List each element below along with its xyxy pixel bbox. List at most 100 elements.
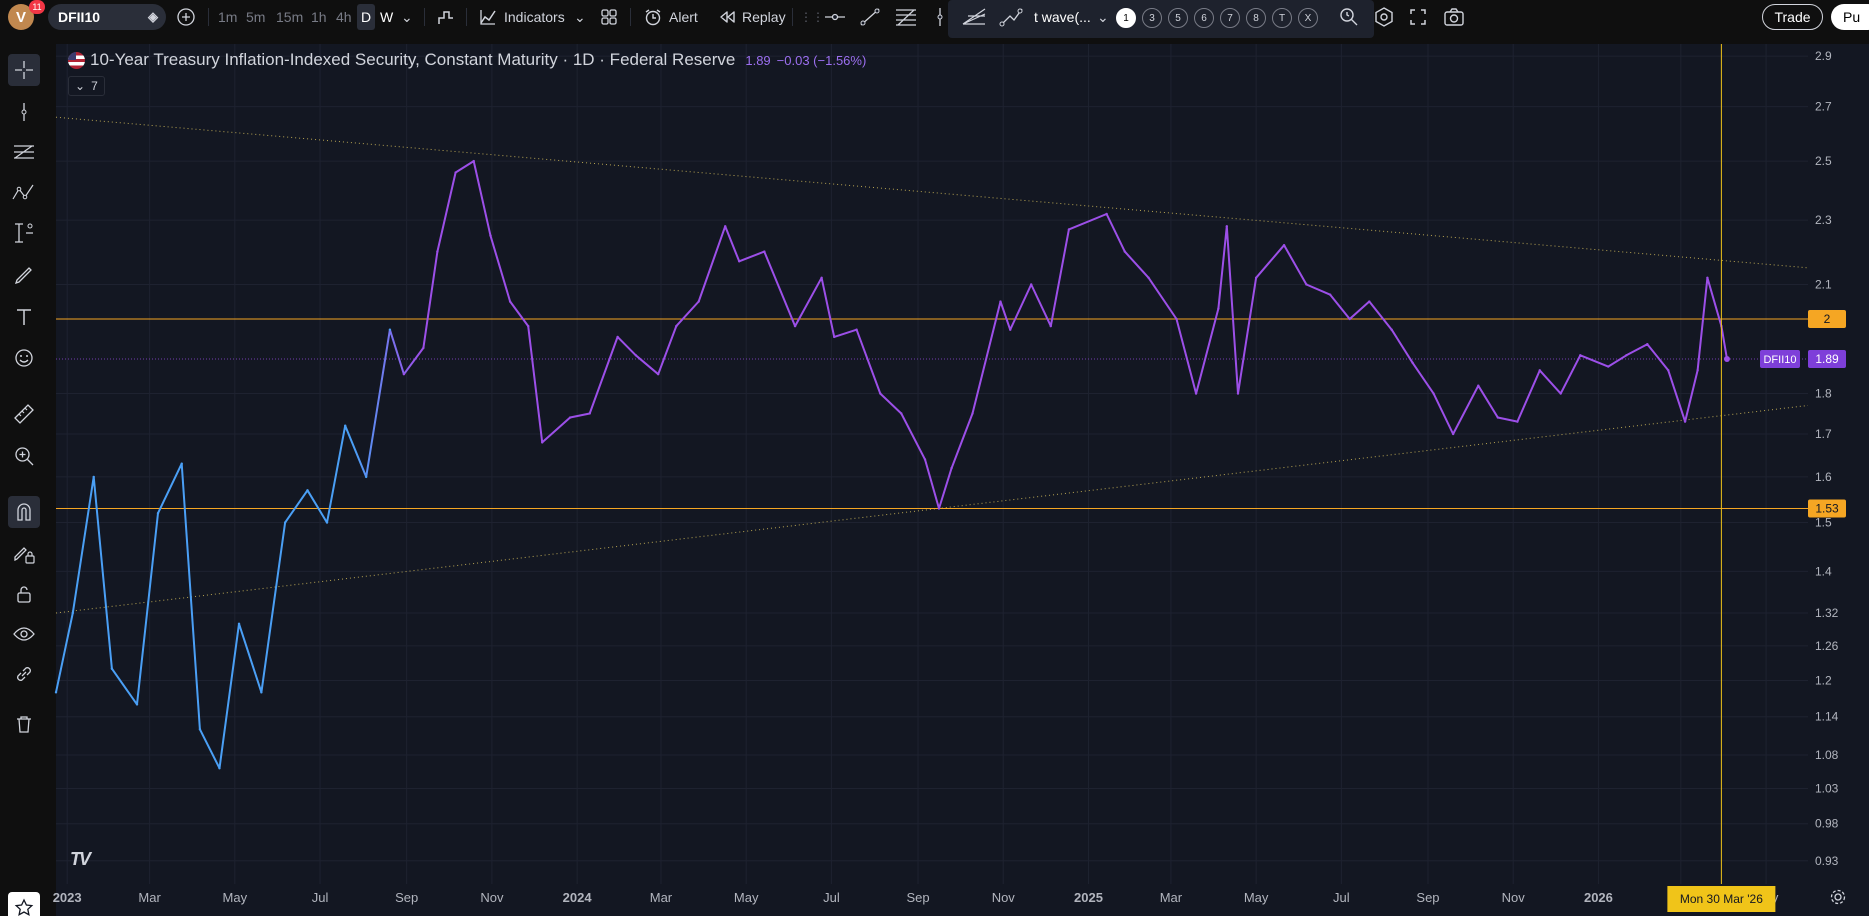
- zoom-tool[interactable]: [8, 440, 40, 472]
- trend-line-left-tool[interactable]: [8, 96, 40, 128]
- wave-level-5[interactable]: 5: [1168, 8, 1188, 28]
- magnet-mode-toggle[interactable]: [8, 496, 40, 528]
- series-point: [1225, 225, 1228, 228]
- quick-search-button[interactable]: [1338, 4, 1360, 30]
- series-point: [999, 300, 1002, 303]
- text-tool[interactable]: [8, 301, 40, 333]
- symbol-search-button[interactable]: DFII10 ◈: [48, 4, 166, 30]
- timeframe-dropdown-chevron-icon[interactable]: ⌄: [401, 8, 413, 25]
- trendlines[interactable]: [55, 116, 1809, 614]
- drag-handle-icon[interactable]: ⋮⋮: [800, 10, 824, 24]
- favorites-button[interactable]: [8, 892, 40, 916]
- series-point: [763, 250, 766, 253]
- horizontal-ray-tool[interactable]: [823, 4, 847, 30]
- chart-type-button[interactable]: [436, 4, 456, 30]
- timeframe-4h[interactable]: 4h: [336, 9, 352, 25]
- camera-icon: [1444, 8, 1464, 26]
- axis-settings-button[interactable]: [1829, 888, 1847, 911]
- tradingview-logo[interactable]: TV: [70, 849, 91, 869]
- alert-label: Alert: [669, 9, 698, 25]
- series-last-value: 1.89: [745, 52, 771, 68]
- timeframe-1h[interactable]: 1h: [311, 9, 327, 25]
- wave-level-1[interactable]: 1: [1116, 8, 1136, 28]
- wave-level-6[interactable]: 6: [1194, 8, 1214, 28]
- fullscreen-button[interactable]: [1408, 4, 1428, 30]
- timeframe-15m[interactable]: 15m: [276, 9, 304, 25]
- template-dropdown-chevron-icon[interactable]: ⌄: [1097, 8, 1109, 25]
- series-point: [306, 489, 309, 492]
- drawing-template-label[interactable]: t wave(...: [1034, 9, 1091, 25]
- grid-layout-icon: [601, 9, 617, 25]
- series-point: [344, 424, 347, 427]
- search-zoom-icon: [1340, 8, 1358, 26]
- series-point: [1683, 420, 1687, 423]
- series-point: [1105, 212, 1108, 216]
- indicators-button[interactable]: Indicators: [478, 4, 565, 30]
- settings-button[interactable]: [1373, 4, 1395, 30]
- timeframe-5m[interactable]: 5m: [246, 9, 266, 25]
- wave-level-3[interactable]: 3: [1142, 8, 1162, 28]
- chart-pane[interactable]: [56, 44, 1869, 916]
- alert-button[interactable]: Alert: [643, 4, 698, 30]
- replay-button[interactable]: Replay: [718, 4, 786, 30]
- series-point: [1706, 276, 1709, 279]
- indicators-collapse-button[interactable]: ⌄ 7: [68, 76, 105, 96]
- link-icon: [17, 667, 31, 681]
- crosshair-tool[interactable]: [8, 54, 40, 86]
- time-tick-label: 2024: [563, 890, 593, 905]
- wave-level-8[interactable]: 8: [1246, 8, 1266, 28]
- time-axis[interactable]: 2023 Mar May Jul Sep Nov 2024 Mar May Jul Sep Nov 20…: [53, 884, 1869, 916]
- pitchfork-tool[interactable]: [960, 4, 988, 30]
- horizontal-levels[interactable]: [56, 318, 1808, 510]
- vertical-line-tool[interactable]: [930, 4, 950, 30]
- snapshot-button[interactable]: [1443, 4, 1465, 30]
- series-point: [1451, 432, 1455, 436]
- add-symbol-button[interactable]: [176, 4, 196, 30]
- series-point: [1411, 361, 1414, 364]
- price-tick-label: 2.3: [1815, 213, 1832, 227]
- trend-line-tool[interactable]: [858, 4, 882, 30]
- trade-button[interactable]: Trade: [1762, 4, 1823, 30]
- publish-button[interactable]: Pu: [1831, 4, 1869, 30]
- replay-label: Replay: [742, 9, 786, 25]
- fib-tool[interactable]: [8, 136, 40, 168]
- layouts-button[interactable]: [599, 4, 619, 30]
- pattern-tool[interactable]: [8, 177, 40, 209]
- horizontal-ray-icon: [825, 13, 845, 21]
- series-point: [1194, 392, 1198, 395]
- series-point: [937, 507, 941, 510]
- wave-level-7[interactable]: 7: [1220, 8, 1240, 28]
- sync-drawings-toggle[interactable]: [8, 658, 40, 690]
- time-tick-label: 2025: [1074, 890, 1103, 905]
- series-point: [388, 328, 392, 331]
- series-point: [697, 300, 700, 303]
- price-axis[interactable]: 2.9 2.7 2.5 2.3 2.1 1.8 1.7 1.6 1.5 1.4 1.32 1.26 1.…: [1760, 44, 1869, 884]
- series-point: [1579, 354, 1582, 357]
- wave-level-t[interactable]: T: [1272, 8, 1292, 28]
- timeframe-1m[interactable]: 1m: [218, 9, 238, 25]
- timeframe-1d[interactable]: D: [357, 4, 376, 30]
- rewind-icon: [720, 11, 735, 23]
- wave-level-x[interactable]: X: [1298, 8, 1318, 28]
- lock-drawings-toggle[interactable]: [8, 578, 40, 610]
- timeframe-1w[interactable]: W: [380, 9, 394, 25]
- measure-tool[interactable]: [8, 398, 40, 430]
- hide-drawings-toggle[interactable]: [8, 618, 40, 650]
- level-price-label: 2: [1824, 312, 1831, 326]
- path-tool[interactable]: [998, 4, 1024, 30]
- series-point: [855, 328, 858, 331]
- indicators-dropdown-chevron-icon[interactable]: ⌄: [574, 8, 586, 25]
- series-legend[interactable]: 10-Year Treasury Inflation-Indexed Secur…: [68, 50, 866, 70]
- icons-tool[interactable]: [8, 342, 40, 374]
- series-point: [156, 511, 160, 515]
- compare-diamond-icon[interactable]: ◈: [148, 9, 158, 24]
- forecast-tool[interactable]: [8, 217, 40, 249]
- forecast-icon: [15, 223, 33, 243]
- stay-in-drawing-mode-toggle[interactable]: [8, 538, 40, 570]
- brush-tool[interactable]: [8, 259, 40, 291]
- time-tick-label: May: [1244, 890, 1269, 905]
- series-point: [1217, 307, 1220, 310]
- remove-drawings-button[interactable]: [8, 708, 40, 740]
- fib-retracement-tool[interactable]: [894, 4, 918, 30]
